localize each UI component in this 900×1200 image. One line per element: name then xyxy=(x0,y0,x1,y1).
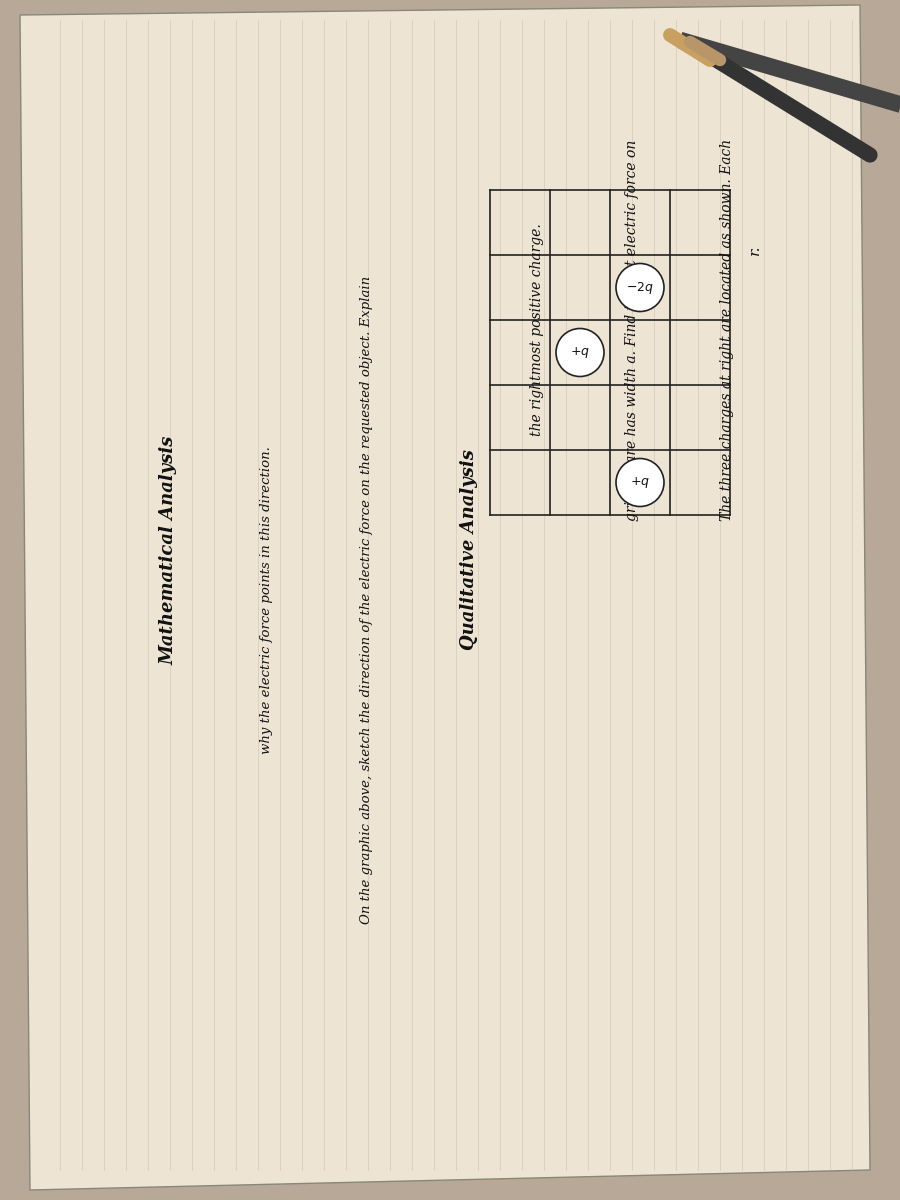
Text: The three charges at right are located as shown. Each: The three charges at right are located a… xyxy=(720,139,734,521)
Text: the rightmost positive charge.: the rightmost positive charge. xyxy=(530,223,544,437)
Text: r.: r. xyxy=(748,245,762,256)
Text: $-2q$: $-2q$ xyxy=(626,280,654,295)
Text: On the graphic above, sketch the direction of the electric force on the requeste: On the graphic above, sketch the directi… xyxy=(360,276,373,924)
Circle shape xyxy=(616,458,664,506)
Circle shape xyxy=(556,329,604,377)
Polygon shape xyxy=(20,5,870,1190)
Text: Mathematical Analysis: Mathematical Analysis xyxy=(160,436,178,665)
Text: Qualitative Analysis: Qualitative Analysis xyxy=(460,450,478,650)
Text: grid square has width a. Find the net electric force on: grid square has width a. Find the net el… xyxy=(625,139,639,521)
Circle shape xyxy=(616,264,664,312)
Text: why the electric force points in this direction.: why the electric force points in this di… xyxy=(260,446,273,754)
Text: $+q$: $+q$ xyxy=(570,346,590,360)
Text: $+q$: $+q$ xyxy=(630,475,650,490)
